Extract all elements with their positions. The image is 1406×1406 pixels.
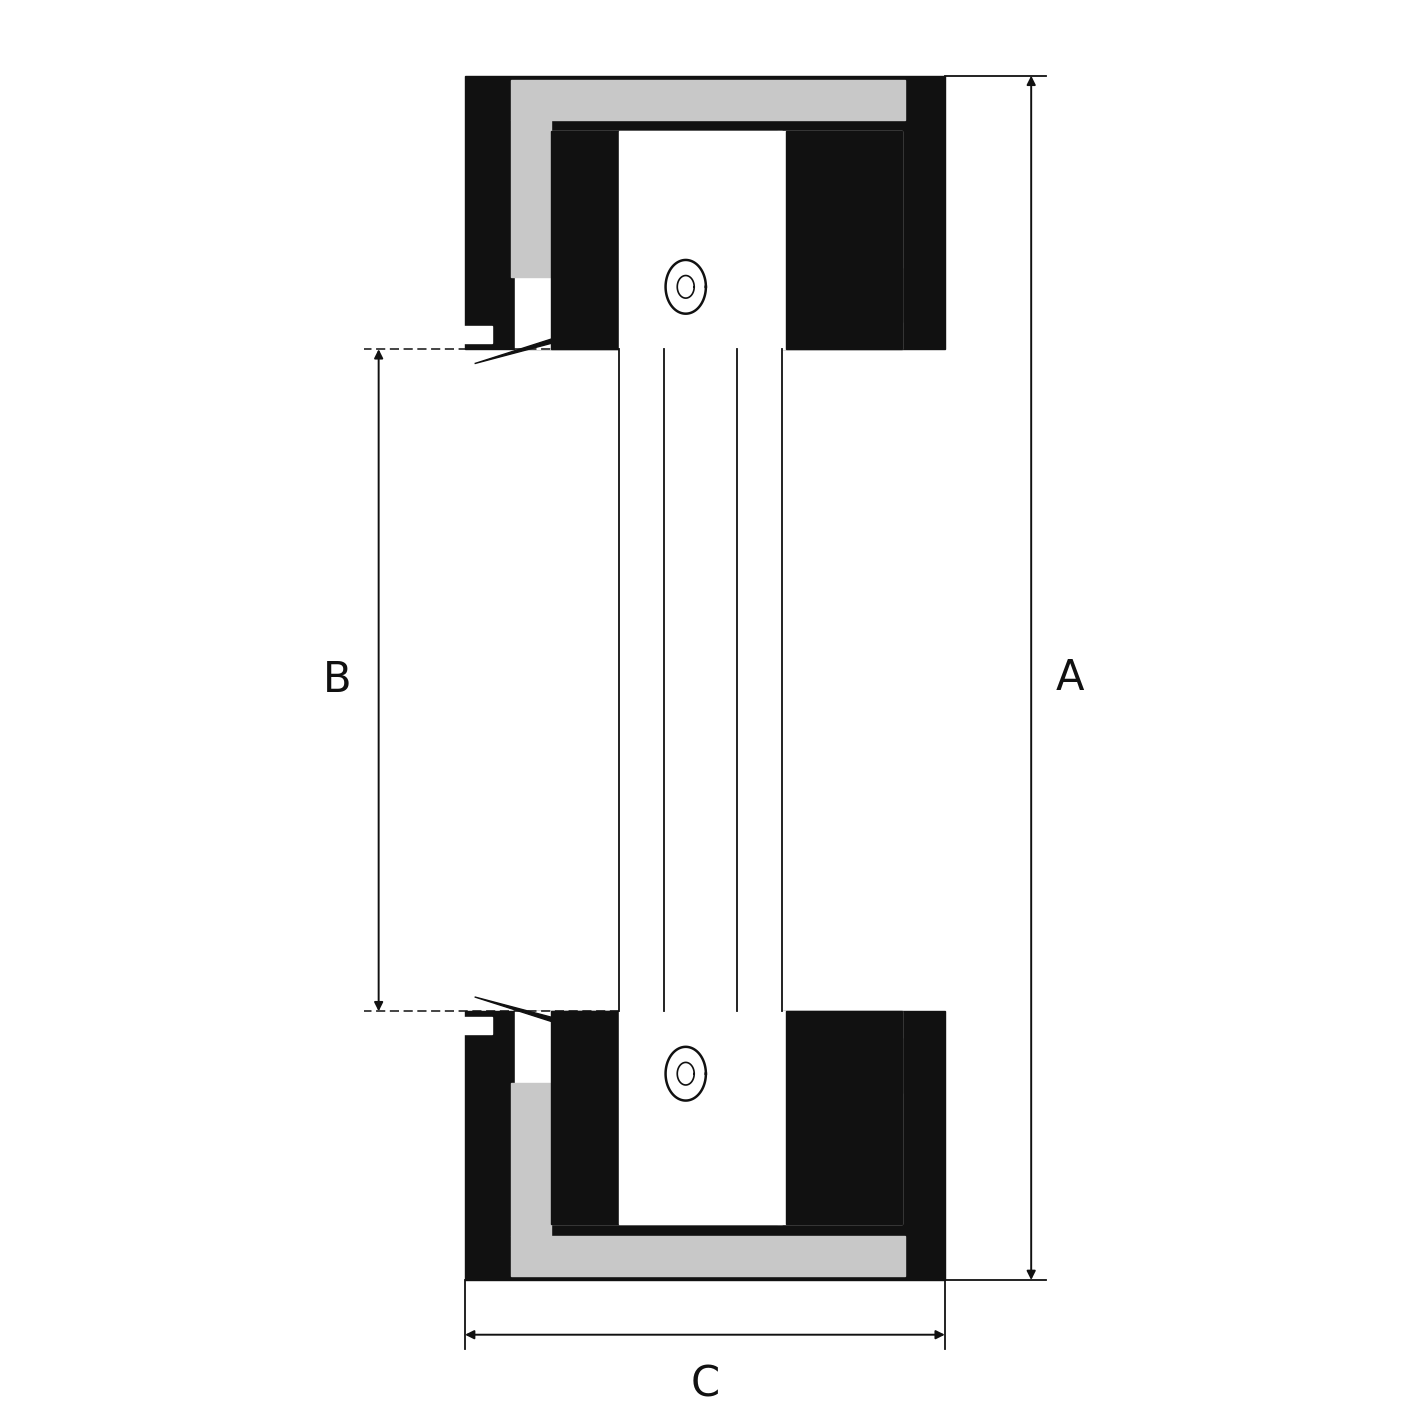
Polygon shape xyxy=(515,1011,619,1225)
Polygon shape xyxy=(665,260,706,314)
Text: A: A xyxy=(1054,657,1084,699)
Polygon shape xyxy=(619,1011,782,1225)
Polygon shape xyxy=(465,76,945,349)
Polygon shape xyxy=(786,131,901,349)
Polygon shape xyxy=(475,325,609,364)
Polygon shape xyxy=(515,131,619,349)
Polygon shape xyxy=(665,1047,706,1101)
Text: B: B xyxy=(323,659,352,702)
Polygon shape xyxy=(465,1011,945,1279)
Polygon shape xyxy=(510,80,905,120)
Polygon shape xyxy=(782,131,901,349)
Polygon shape xyxy=(868,1038,901,1092)
Polygon shape xyxy=(619,131,782,349)
Polygon shape xyxy=(551,131,778,349)
Polygon shape xyxy=(510,120,551,277)
Polygon shape xyxy=(619,349,782,1011)
Polygon shape xyxy=(475,997,609,1035)
Polygon shape xyxy=(782,1011,901,1225)
Polygon shape xyxy=(463,1017,492,1035)
Polygon shape xyxy=(510,1236,905,1277)
Polygon shape xyxy=(551,1011,778,1225)
Text: C: C xyxy=(690,1364,720,1406)
Polygon shape xyxy=(619,1011,782,1225)
Polygon shape xyxy=(786,1011,901,1225)
Polygon shape xyxy=(868,267,901,322)
Polygon shape xyxy=(510,1083,551,1236)
Polygon shape xyxy=(619,131,782,349)
Polygon shape xyxy=(463,326,492,343)
